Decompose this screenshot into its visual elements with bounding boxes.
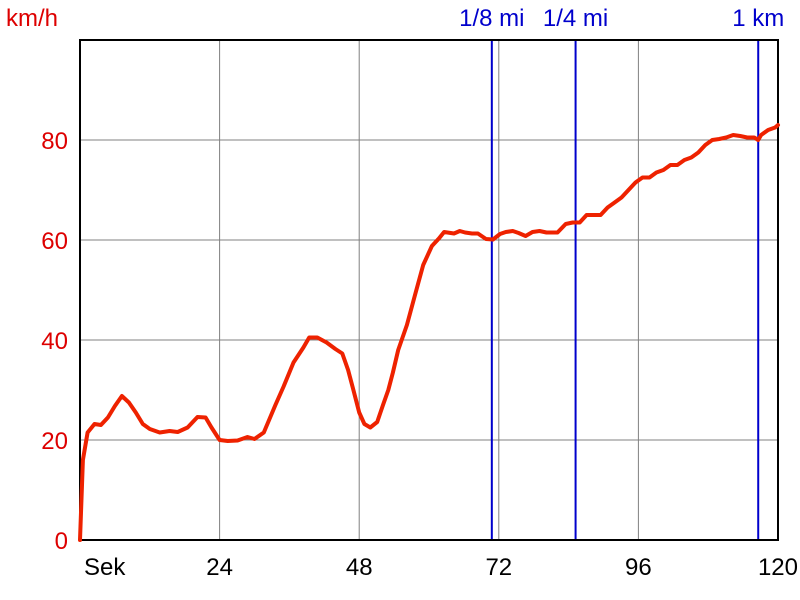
y-tick-label-2: 40 — [41, 328, 68, 355]
marker-labels: 1/8 mi 1/4 mi 1 km — [459, 5, 784, 32]
y-tick-label-1: 20 — [41, 428, 68, 455]
x-tick-label-1: 24 — [206, 554, 233, 581]
y-axis-title: km/h — [6, 5, 58, 32]
marker-label-1: 1/4 mi — [543, 5, 608, 32]
distance-markers — [490, 40, 760, 540]
grid-lines — [80, 40, 778, 540]
x-tick-label-2: 48 — [346, 554, 373, 581]
series-layer — [78, 123, 780, 542]
x-tick-label-0: Sek — [84, 554, 126, 581]
marker-label-2: 1 km — [732, 5, 784, 32]
marker-label-0: 1/8 mi — [459, 5, 524, 32]
y-tick-label-3: 60 — [41, 228, 68, 255]
x-tick-label-3: 72 — [485, 554, 512, 581]
x-tick-label-5: 120 — [758, 554, 798, 581]
tick-labels: 0 20 40 60 80 Sek 24 48 72 96 120 — [41, 128, 798, 581]
y-tick-label-4: 80 — [41, 128, 68, 155]
y-tick-label-0: 0 — [55, 528, 68, 555]
plot-frame — [79, 39, 779, 541]
x-tick-label-4: 96 — [625, 554, 652, 581]
series-line-0 — [78, 123, 780, 542]
